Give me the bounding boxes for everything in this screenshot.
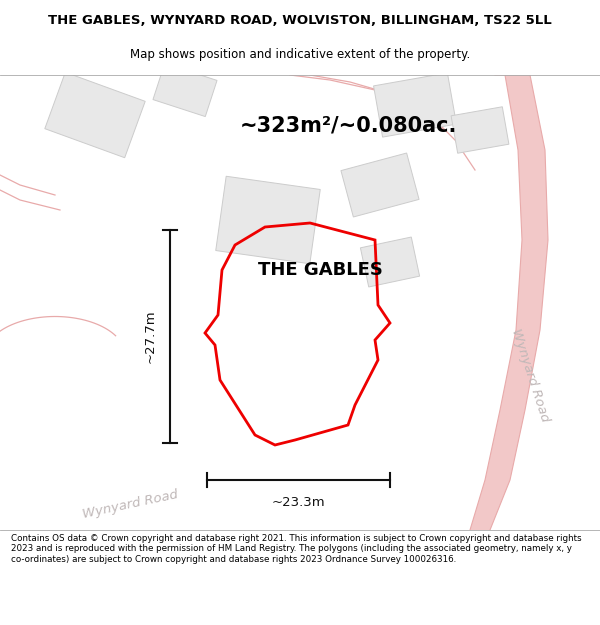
Polygon shape: [341, 153, 419, 217]
Text: ~23.3m: ~23.3m: [272, 496, 325, 509]
Text: THE GABLES: THE GABLES: [257, 261, 382, 279]
Text: Wynyard Road: Wynyard Road: [81, 489, 179, 521]
Polygon shape: [216, 176, 320, 264]
Polygon shape: [361, 237, 419, 287]
Text: Contains OS data © Crown copyright and database right 2021. This information is : Contains OS data © Crown copyright and d…: [11, 534, 581, 564]
Polygon shape: [470, 75, 548, 530]
Polygon shape: [153, 63, 217, 117]
Text: ~323m²/~0.080ac.: ~323m²/~0.080ac.: [240, 115, 457, 135]
Text: Map shows position and indicative extent of the property.: Map shows position and indicative extent…: [130, 48, 470, 61]
Text: ~27.7m: ~27.7m: [143, 309, 157, 363]
Polygon shape: [451, 107, 509, 153]
Polygon shape: [374, 73, 457, 137]
Text: THE GABLES, WYNYARD ROAD, WOLVISTON, BILLINGHAM, TS22 5LL: THE GABLES, WYNYARD ROAD, WOLVISTON, BIL…: [48, 14, 552, 27]
Text: Wynyard Road: Wynyard Road: [509, 327, 551, 423]
Polygon shape: [45, 72, 145, 158]
